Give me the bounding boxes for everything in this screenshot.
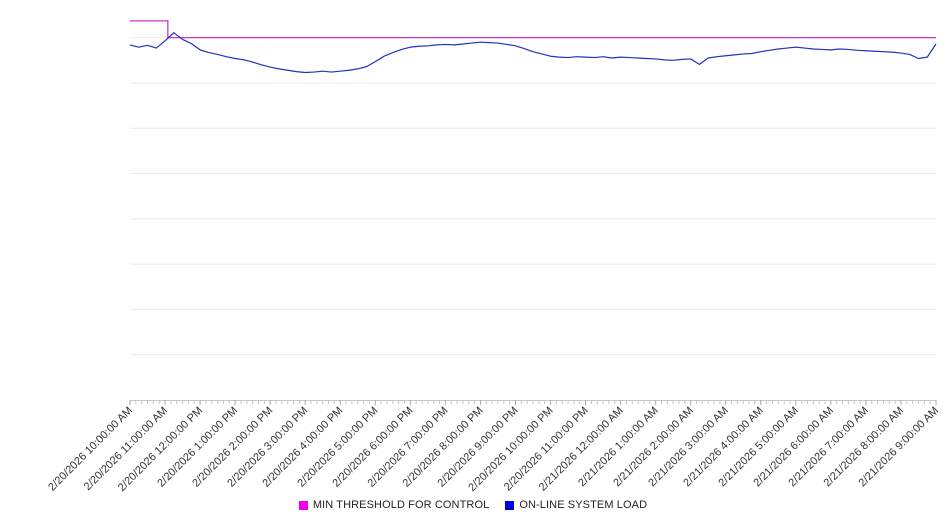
system-load-line bbox=[129, 32, 937, 74]
legend: MIN THRESHOLD FOR CONTROL ON-LINE SYSTEM… bbox=[0, 499, 946, 511]
legend-label-threshold: MIN THRESHOLD FOR CONTROL bbox=[312, 499, 490, 511]
legend-swatch-load-icon bbox=[505, 500, 515, 510]
legend-item-threshold: MIN THRESHOLD FOR CONTROL bbox=[298, 499, 490, 511]
line-chart: 2/20/2026 10:00:00 AM2/20/2026 11:00:00 … bbox=[46, 20, 941, 494]
legend-item-load: ON-LINE SYSTEM LOAD bbox=[505, 499, 647, 511]
legend-swatch-threshold-icon bbox=[298, 500, 308, 510]
legend-label-load: ON-LINE SYSTEM LOAD bbox=[519, 499, 648, 511]
min-threshold-line bbox=[130, 20, 936, 39]
